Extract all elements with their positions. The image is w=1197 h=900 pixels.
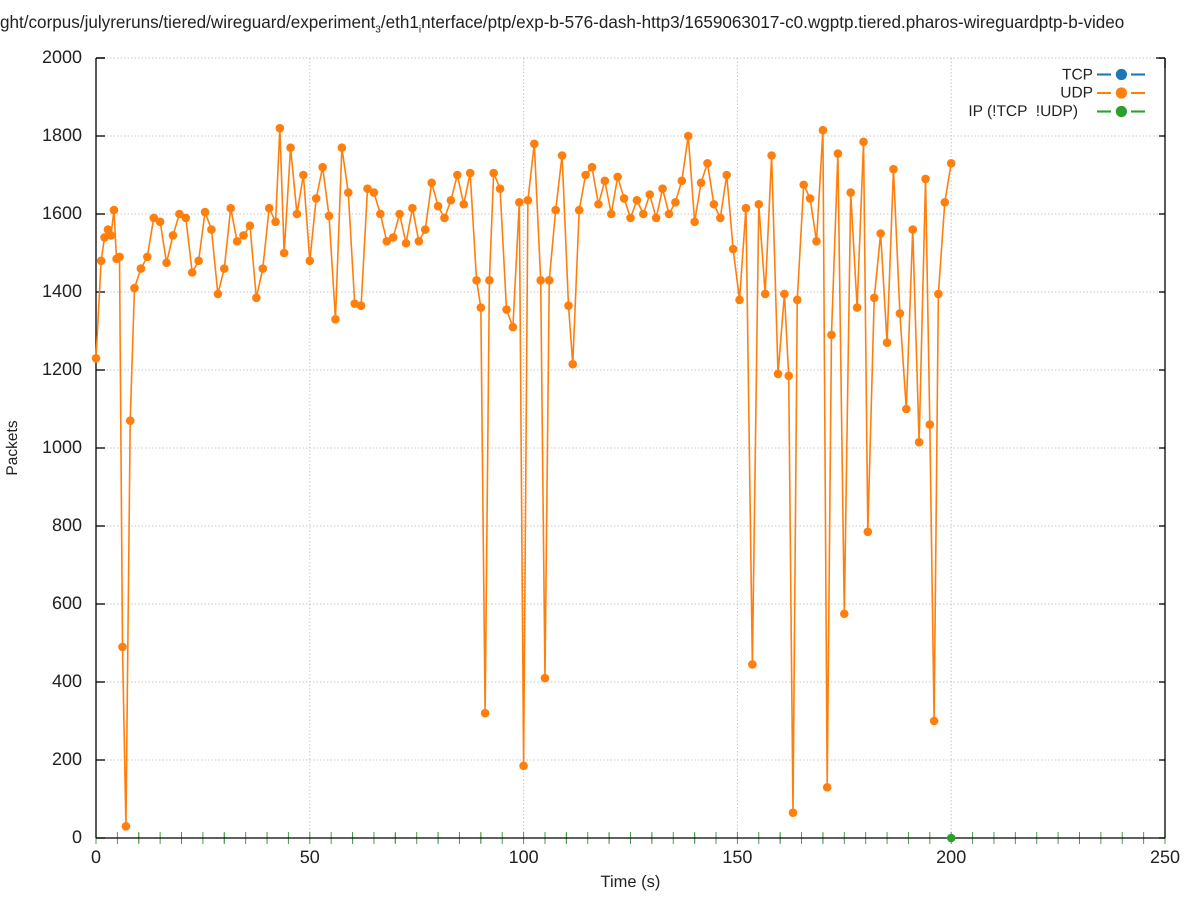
svg-text:IP (!TCP !UDP): IP (!TCP !UDP)	[968, 103, 1078, 120]
svg-text:0: 0	[72, 827, 82, 847]
svg-text:250: 250	[1150, 847, 1180, 867]
svg-text:1000: 1000	[42, 437, 82, 457]
svg-text:150: 150	[722, 847, 752, 867]
svg-text:800: 800	[52, 515, 82, 535]
svg-text:0: 0	[91, 847, 101, 867]
svg-text:2000: 2000	[42, 47, 82, 67]
svg-text:400: 400	[52, 671, 82, 691]
svg-text:200: 200	[936, 847, 966, 867]
svg-text:1400: 1400	[42, 281, 82, 301]
svg-text:Time (s): Time (s)	[601, 873, 661, 891]
svg-text:50: 50	[300, 847, 320, 867]
svg-text:200: 200	[52, 749, 82, 769]
svg-text:1200: 1200	[42, 359, 82, 379]
svg-text:Packets: Packets	[4, 420, 21, 475]
svg-text:1800: 1800	[42, 125, 82, 145]
svg-text:100: 100	[509, 847, 539, 867]
svg-text:1600: 1600	[42, 203, 82, 223]
svg-text:UDP: UDP	[1060, 85, 1093, 102]
svg-text:TCP: TCP	[1062, 67, 1093, 84]
svg-text:600: 600	[52, 593, 82, 613]
